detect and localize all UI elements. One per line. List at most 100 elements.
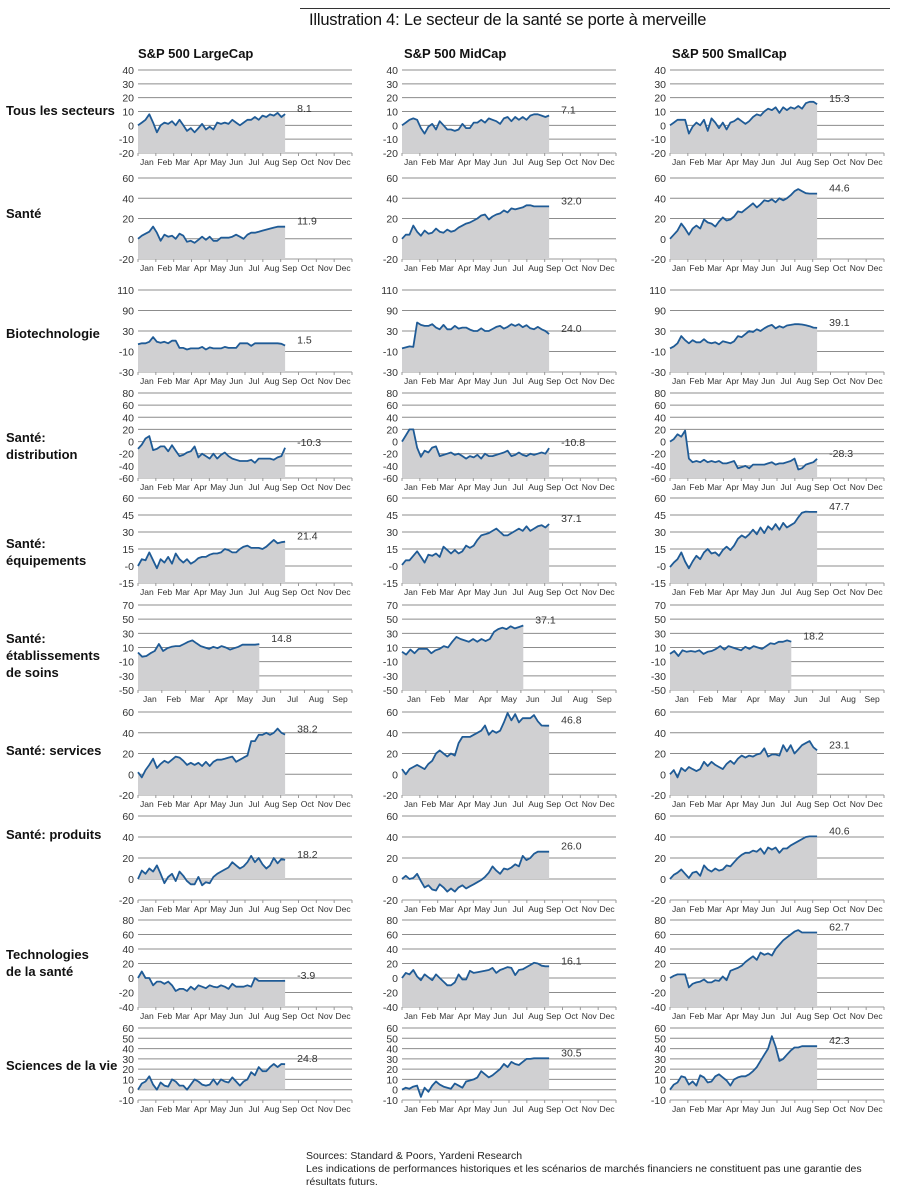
x-tick-label: Jul	[248, 1104, 259, 1114]
y-tick-label: 40	[386, 944, 398, 956]
x-tick-label: Mar	[439, 1104, 454, 1114]
chart-7-0: 60 40 20 0 -20 Jan Feb Mar Apr May Jun Jul Aug Sep Oct…	[119, 811, 353, 914]
series-line	[669, 100, 818, 135]
x-tick-label: Jan	[672, 799, 686, 809]
x-tick-label: Apr	[479, 694, 492, 704]
x-tick-label: Jun	[229, 1011, 243, 1021]
y-tick-label: 50	[122, 614, 134, 626]
y-tick-label: 30	[654, 527, 666, 539]
y-tick-label: -30	[651, 367, 666, 379]
y-tick-label: 40	[386, 728, 398, 740]
x-tick-label: Jan	[675, 694, 689, 704]
y-tick-label: 20	[122, 749, 134, 761]
series-line	[401, 1057, 550, 1098]
x-tick-label: Jun	[761, 376, 775, 386]
x-tick-label: Oct	[301, 482, 315, 492]
y-tick-label: 60	[122, 493, 134, 505]
y-tick-label: 20	[386, 853, 398, 865]
y-tick-label: 30	[122, 326, 134, 338]
x-tick-label: Aug	[796, 799, 811, 809]
x-tick-label: Nov	[318, 1011, 334, 1021]
y-tick-label: 20	[122, 959, 134, 971]
y-tick-label: 0	[660, 437, 666, 449]
page-title: Illustration 4: Le secteur de la santé s…	[309, 11, 707, 29]
x-tick-label: Aug	[573, 694, 588, 704]
column-header-largecap: S&P 500 LargeCap	[138, 46, 254, 61]
series-area	[138, 539, 286, 583]
y-tick-label: 80	[654, 388, 666, 400]
y-tick-label: 60	[654, 707, 666, 719]
series-line	[401, 961, 550, 987]
sources-text: Sources: Standard & Poors, Yardeni Resea…	[306, 1150, 523, 1162]
x-tick-label: May	[210, 157, 227, 167]
x-tick-label: May	[742, 263, 759, 273]
x-tick-label: Jul	[819, 694, 830, 704]
y-tick-label: 90	[386, 306, 398, 318]
x-tick-label: Jun	[229, 1104, 243, 1114]
x-tick-label: Nov	[582, 376, 598, 386]
row-label-line: de soins	[6, 664, 59, 680]
x-tick-label: Jul	[248, 482, 259, 492]
end-value-label: 32.0	[561, 195, 582, 207]
x-tick-label: Apr	[726, 587, 739, 597]
x-tick-label: Jan	[404, 1011, 418, 1021]
x-tick-label: Nov	[850, 1104, 866, 1114]
x-tick-label: Oct	[565, 799, 579, 809]
x-tick-label: Aug	[796, 904, 811, 914]
x-tick-label: Aug	[309, 694, 324, 704]
x-tick-label: Sep	[597, 694, 612, 704]
y-tick-label: 0	[128, 120, 134, 132]
x-tick-label: May	[742, 904, 759, 914]
y-tick-label: 30	[386, 628, 398, 640]
x-tick-label: May	[742, 587, 759, 597]
chart-5-1: 70 50 30 10 -10 -30 -50 Jan Feb Mar Apr May Jun Jul Au…	[383, 600, 617, 704]
x-tick-label: Oct	[301, 157, 315, 167]
x-tick-label: Feb	[689, 1011, 704, 1021]
x-tick-label: Oct	[833, 482, 847, 492]
x-tick-label: Mar	[175, 376, 190, 386]
end-value-label: 24.8	[297, 1053, 318, 1065]
x-tick-label: Dec	[600, 157, 616, 167]
x-tick-label: Nov	[850, 799, 866, 809]
x-tick-label: Jan	[404, 482, 418, 492]
x-tick-label: Apr	[194, 1011, 207, 1021]
y-tick-label: 110	[381, 285, 398, 297]
x-tick-label: Dec	[600, 799, 616, 809]
y-tick-label: 10	[654, 107, 666, 119]
x-tick-label: Sep	[546, 482, 561, 492]
end-value-label: 18.2	[803, 631, 824, 643]
y-tick-label: -10	[651, 347, 666, 359]
x-tick-label: Nov	[582, 904, 598, 914]
x-tick-label: Jan	[140, 263, 154, 273]
y-tick-label: 80	[122, 388, 134, 400]
x-tick-label: Oct	[565, 482, 579, 492]
y-tick-label: 50	[122, 1033, 134, 1045]
x-tick-label: Dec	[336, 263, 352, 273]
y-tick-label: -40	[651, 461, 666, 473]
x-tick-label: Jan	[140, 1104, 154, 1114]
x-tick-label: Jan	[404, 263, 418, 273]
x-tick-label: Aug	[264, 587, 279, 597]
x-tick-label: May	[474, 376, 491, 386]
chart-4-0: 60 45 30 15 -0 -15 Jan Feb Mar Apr May Jun Jul Aug Sep…	[119, 493, 353, 597]
x-tick-label: Jun	[493, 799, 507, 809]
x-tick-label: Jul	[780, 263, 791, 273]
series-line	[137, 225, 286, 244]
x-tick-label: Mar	[722, 694, 737, 704]
series-line	[669, 639, 792, 657]
x-tick-label: Apr	[726, 799, 739, 809]
x-tick-label: Aug	[528, 799, 543, 809]
y-tick-label: 0	[128, 437, 134, 449]
title-rule	[300, 8, 890, 9]
x-tick-label: Oct	[833, 1104, 847, 1114]
series-line	[669, 835, 818, 880]
series-area	[138, 112, 286, 153]
y-tick-label: 40	[654, 944, 666, 956]
x-tick-label: Jul	[248, 157, 259, 167]
y-tick-label: 40	[654, 832, 666, 844]
series-line	[669, 1035, 818, 1091]
y-tick-label: 30	[386, 527, 398, 539]
series-line	[669, 510, 818, 570]
